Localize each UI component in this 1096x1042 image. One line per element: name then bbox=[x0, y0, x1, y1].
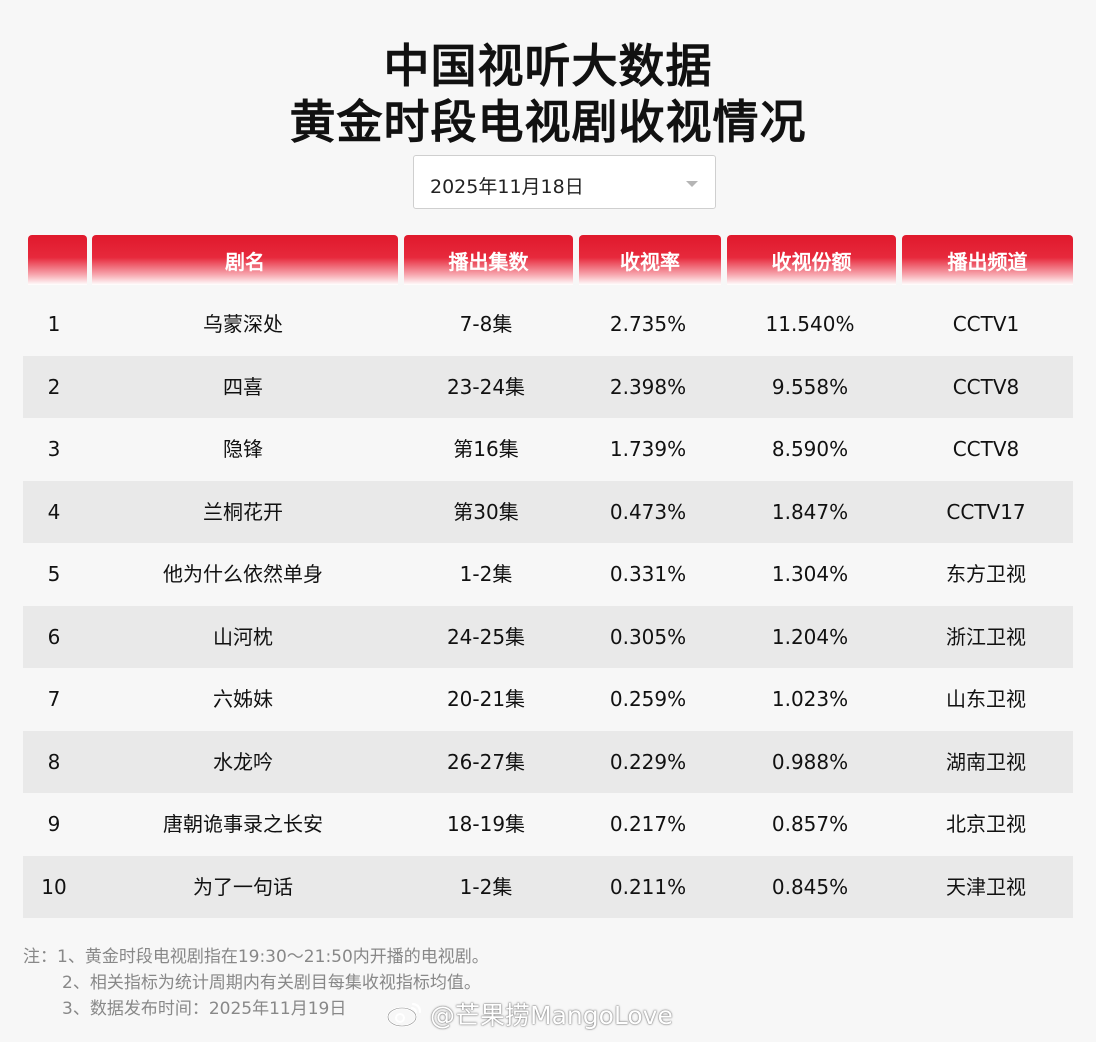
episodes-cell: 7-8集 bbox=[459, 312, 513, 336]
episodes-cell: 26-27集 bbox=[446, 750, 526, 774]
table-row: 10 为了一句话 1-2集 0.211% 0.845% 天津卫视 bbox=[23, 856, 1073, 918]
rank-cell: 2 bbox=[47, 375, 61, 399]
episodes-cell: 20-21集 bbox=[446, 687, 526, 711]
page-title-line2: 黄金时段电视剧收视情况 bbox=[289, 95, 807, 149]
channel-cell: CCTV17 bbox=[946, 500, 1026, 524]
title-cell: 兰桐花开 bbox=[203, 500, 283, 524]
header-share: 收视份额 bbox=[727, 235, 896, 285]
title-cell: 唐朝诡事录之长安 bbox=[163, 812, 323, 836]
share-cell: 9.558% bbox=[771, 375, 849, 399]
title-cell: 为了一句话 bbox=[193, 875, 293, 899]
rating-cell: 0.217% bbox=[609, 812, 687, 836]
title-cell: 乌蒙深处 bbox=[203, 312, 283, 336]
chevron-down-icon[interactable] bbox=[686, 181, 698, 187]
footnotes: 注：1、黄金时段电视剧指在19:30～21:50内开播的电视剧。 2、相关指标为… bbox=[23, 944, 489, 1022]
rank-cell: 10 bbox=[41, 875, 67, 899]
table-row: 5 他为什么依然单身 1-2集 0.331% 1.304% 东方卫视 bbox=[23, 543, 1073, 605]
channel-cell: 湖南卫视 bbox=[946, 750, 1026, 774]
episodes-cell: 第30集 bbox=[453, 500, 519, 524]
rank-cell: 1 bbox=[47, 312, 61, 336]
date-select-value: 2025年11月18日 bbox=[430, 176, 584, 198]
share-cell: 1.304% bbox=[771, 562, 849, 586]
header-rating: 收视率 bbox=[579, 235, 721, 285]
episodes-cell: 23-24集 bbox=[446, 375, 526, 399]
rating-cell: 0.305% bbox=[609, 625, 687, 649]
table-row: 4 兰桐花开 第30集 0.473% 1.847% CCTV17 bbox=[23, 481, 1073, 543]
date-select[interactable]: 2025年11月18日 bbox=[413, 155, 716, 209]
table-row: 3 隐锋 第16集 1.739% 8.590% CCTV8 bbox=[23, 418, 1073, 480]
table-row: 7 六姊妹 20-21集 0.259% 1.023% 山东卫视 bbox=[23, 668, 1073, 730]
footnote-1: 注：1、黄金时段电视剧指在19:30～21:50内开播的电视剧。 bbox=[23, 947, 489, 967]
rank-cell: 6 bbox=[47, 625, 61, 649]
rank-cell: 4 bbox=[47, 500, 61, 524]
share-cell: 1.023% bbox=[771, 687, 849, 711]
title-cell: 山河枕 bbox=[213, 625, 273, 649]
channel-cell: 北京卫视 bbox=[946, 812, 1026, 836]
rating-cell: 0.473% bbox=[609, 500, 687, 524]
episodes-cell: 18-19集 bbox=[446, 812, 526, 836]
header-title: 剧名 bbox=[92, 235, 398, 285]
header-channel: 播出频道 bbox=[902, 235, 1073, 285]
footnote-2: 2、相关指标为统计周期内有关剧目每集收视指标均值。 bbox=[62, 973, 481, 993]
rating-cell: 1.739% bbox=[609, 437, 687, 461]
page-title-line1: 中国视听大数据 bbox=[383, 39, 713, 93]
rating-cell: 0.229% bbox=[609, 750, 687, 774]
header-episodes: 播出集数 bbox=[404, 235, 573, 285]
share-cell: 11.540% bbox=[765, 312, 855, 336]
episodes-cell: 第16集 bbox=[453, 437, 519, 461]
share-cell: 0.857% bbox=[771, 812, 849, 836]
channel-cell: CCTV1 bbox=[952, 312, 1020, 336]
channel-cell: 浙江卫视 bbox=[946, 625, 1026, 649]
rank-cell: 8 bbox=[47, 750, 61, 774]
table-row: 8 水龙吟 26-27集 0.229% 0.988% 湖南卫视 bbox=[23, 731, 1073, 793]
weibo-logo-icon bbox=[386, 1002, 422, 1028]
share-cell: 1.847% bbox=[771, 500, 849, 524]
watermark: @芒果捞MangoLove bbox=[386, 996, 673, 1032]
episodes-cell: 1-2集 bbox=[459, 562, 513, 586]
rank-cell: 7 bbox=[47, 687, 61, 711]
share-cell: 0.845% bbox=[771, 875, 849, 899]
title-cell: 他为什么依然单身 bbox=[163, 562, 323, 586]
episodes-cell: 24-25集 bbox=[446, 625, 526, 649]
share-cell: 8.590% bbox=[771, 437, 849, 461]
title-cell: 隐锋 bbox=[223, 437, 263, 461]
channel-cell: CCTV8 bbox=[952, 375, 1020, 399]
table-row: 2 四喜 23-24集 2.398% 9.558% CCTV8 bbox=[23, 356, 1073, 418]
channel-cell: 天津卫视 bbox=[946, 875, 1026, 899]
rank-cell: 5 bbox=[47, 562, 61, 586]
table-row: 6 山河枕 24-25集 0.305% 1.204% 浙江卫视 bbox=[23, 606, 1073, 668]
table-row: 9 唐朝诡事录之长安 18-19集 0.217% 0.857% 北京卫视 bbox=[23, 793, 1073, 855]
rating-cell: 0.331% bbox=[609, 562, 687, 586]
channel-cell: 山东卫视 bbox=[946, 687, 1026, 711]
channel-cell: 东方卫视 bbox=[946, 562, 1026, 586]
rating-cell: 2.398% bbox=[609, 375, 687, 399]
footnote-3: 3、数据发布时间：2025年11月19日 bbox=[62, 999, 347, 1019]
table-row: 1 乌蒙深处 7-8集 2.735% 11.540% CCTV1 bbox=[23, 293, 1073, 355]
share-cell: 0.988% bbox=[771, 750, 849, 774]
watermark-text: @芒果捞MangoLove bbox=[430, 1001, 673, 1030]
rating-cell: 0.211% bbox=[609, 875, 687, 899]
rating-cell: 0.259% bbox=[609, 687, 687, 711]
channel-cell: CCTV8 bbox=[952, 437, 1020, 461]
rank-cell: 9 bbox=[47, 812, 61, 836]
rank-cell: 3 bbox=[47, 437, 61, 461]
title-cell: 四喜 bbox=[223, 375, 263, 399]
episodes-cell: 1-2集 bbox=[459, 875, 513, 899]
rating-cell: 2.735% bbox=[609, 312, 687, 336]
share-cell: 1.204% bbox=[771, 625, 849, 649]
header-rank bbox=[28, 235, 87, 285]
title-cell: 水龙吟 bbox=[213, 750, 273, 774]
title-cell: 六姊妹 bbox=[213, 687, 273, 711]
